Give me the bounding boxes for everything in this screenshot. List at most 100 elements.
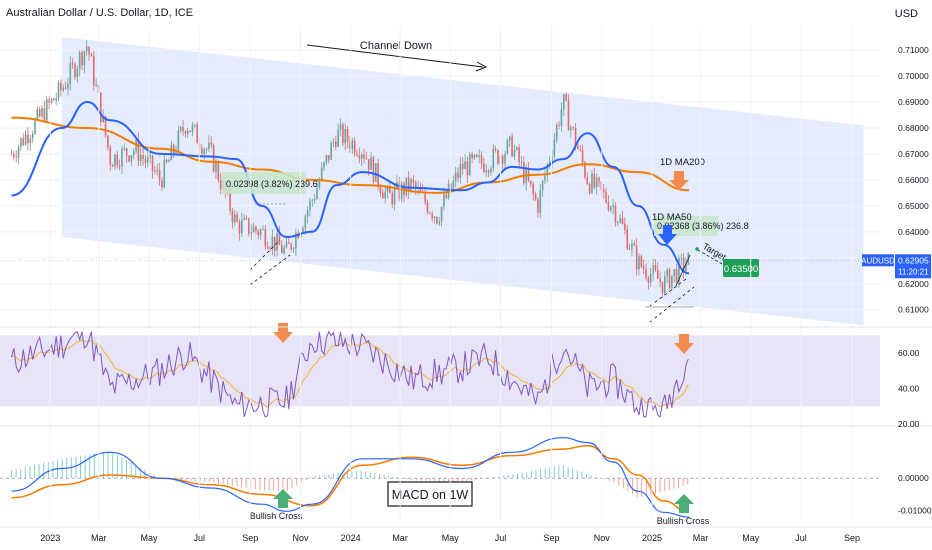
candle-body	[335, 142, 337, 147]
macd-histogram-bar	[434, 478, 436, 482]
macd-histogram-bar	[397, 477, 399, 479]
candle-body	[31, 133, 34, 139]
candle-body	[280, 245, 283, 254]
macd-histogram-bar	[185, 478, 187, 481]
macd-histogram-bar	[590, 475, 592, 479]
candle-body	[53, 98, 55, 101]
candle-body	[210, 142, 213, 145]
candle-body	[177, 130, 180, 152]
y-tick-label: 0.66000	[898, 175, 929, 185]
candle-body	[537, 199, 539, 213]
candle-body	[518, 147, 520, 163]
macd-title-box	[387, 481, 473, 507]
candle-body	[60, 82, 62, 91]
macd-histogram-bar	[627, 478, 629, 492]
y-tick-label: 0.71000	[898, 45, 929, 55]
candle-body	[229, 189, 231, 211]
candle-body	[628, 249, 631, 250]
macd-histogram-bar	[650, 478, 652, 495]
candle-body	[316, 187, 318, 200]
candle-body	[125, 148, 128, 156]
macd-histogram-bar	[595, 476, 597, 479]
macd-histogram-bar	[572, 468, 574, 479]
candles	[10, 40, 690, 298]
candle-body	[130, 155, 133, 162]
candle-body	[283, 247, 285, 254]
candle-body	[151, 155, 154, 172]
candle-body	[217, 163, 220, 181]
candle-body	[304, 216, 307, 229]
candle-body	[339, 124, 342, 130]
macd-histogram-bar	[678, 478, 680, 488]
candle-body	[13, 154, 15, 157]
macd-histogram-bar	[204, 478, 206, 482]
candle-body	[494, 148, 497, 151]
candle-body	[78, 52, 81, 69]
candle-body	[631, 243, 633, 250]
candle-body	[466, 161, 469, 176]
candle-body	[15, 156, 18, 158]
macd-histogram-bar	[231, 478, 233, 486]
macd-histogram-bar	[443, 478, 445, 482]
candle-body	[252, 226, 255, 233]
candle-body	[330, 143, 332, 160]
candle-body	[656, 270, 659, 279]
macd-histogram-bar	[287, 478, 289, 492]
macd-histogram-bar	[319, 475, 321, 479]
rsi-line	[11, 330, 689, 418]
candle-body	[584, 162, 586, 178]
macd-histogram-bar	[645, 478, 647, 496]
candle-body	[607, 202, 610, 211]
symbol-badge	[862, 254, 894, 267]
bullish-cross-arrow-icon	[273, 489, 293, 508]
measure-box-1	[222, 172, 306, 194]
y-tick-label: 0.62000	[898, 279, 929, 289]
macd-histogram-bar	[264, 478, 266, 491]
symbol-label: AUDUSD	[861, 256, 895, 265]
macd-histogram-bar	[512, 474, 514, 479]
candle-body	[69, 63, 72, 84]
candle-body	[318, 180, 321, 188]
macd-histogram-bar	[300, 478, 302, 483]
macd-histogram-bar	[507, 474, 509, 479]
candle-body	[344, 128, 347, 144]
candle-body	[567, 100, 570, 131]
candle-body	[292, 248, 295, 250]
candle-body	[579, 148, 582, 150]
candle-body	[591, 173, 593, 193]
candle-body	[290, 243, 292, 249]
candle-body	[179, 126, 182, 131]
candle-body	[468, 153, 471, 176]
candle-body	[109, 147, 112, 166]
candle-body	[626, 229, 629, 250]
macd-histogram-bar	[567, 466, 569, 479]
candle-body	[36, 109, 39, 120]
candle-body	[666, 269, 668, 277]
candle-body	[71, 63, 74, 65]
macd-line	[11, 437, 690, 518]
candle-body	[621, 218, 624, 224]
candle-body	[367, 159, 370, 170]
macd-histogram-bar	[245, 478, 247, 488]
candle-body	[487, 170, 490, 173]
candle-body	[353, 140, 356, 154]
macd-histogram-bar	[47, 461, 49, 479]
macd-histogram-bar	[682, 478, 684, 486]
candle-body	[605, 191, 607, 203]
candle-body	[511, 136, 513, 157]
x-tick-label: Mar	[91, 533, 107, 543]
candle-body	[671, 275, 673, 289]
macd-histogram-bar	[673, 478, 675, 489]
candle-body	[309, 200, 311, 211]
candle-body	[55, 98, 57, 101]
macd-title: MACD on 1W	[392, 488, 469, 502]
macd-histogram-bar	[116, 454, 118, 479]
macd-histogram-bar	[379, 473, 381, 479]
candle-body	[215, 163, 217, 172]
rsi-tick-label: 60.00	[898, 348, 920, 358]
macd-histogram-bar	[553, 466, 555, 479]
candle-body	[231, 210, 234, 223]
candle-body	[426, 202, 429, 213]
macd-histogram-bar	[254, 478, 256, 489]
candle-body	[271, 236, 274, 249]
